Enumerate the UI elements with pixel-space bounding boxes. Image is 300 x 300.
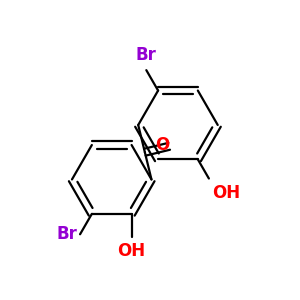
Text: Br: Br <box>56 225 77 243</box>
Text: O: O <box>155 136 169 154</box>
Text: OH: OH <box>118 242 146 260</box>
Text: Br: Br <box>136 46 157 64</box>
Text: OH: OH <box>212 184 240 202</box>
